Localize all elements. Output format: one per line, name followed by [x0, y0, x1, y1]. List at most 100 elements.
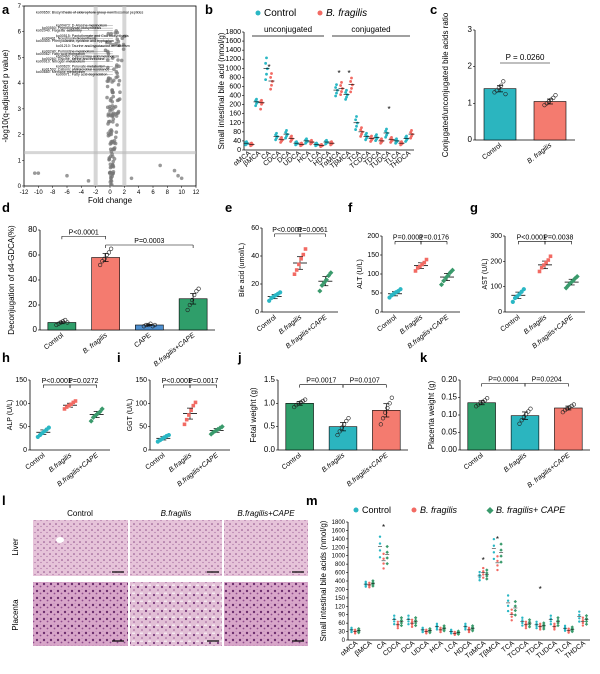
m-point — [464, 628, 467, 631]
a-point — [86, 179, 91, 183]
m-category-label: CA — [376, 640, 388, 652]
a-point — [113, 104, 118, 109]
a-point — [179, 176, 184, 181]
a-annotation: ko00400: Phenylalanine, tyrosine and try… — [36, 39, 114, 43]
a-point — [110, 104, 115, 108]
i-pvalue: P=0.0017 — [188, 378, 218, 385]
b-point-control — [264, 61, 268, 65]
m-ytick-label: 1200 — [332, 545, 346, 551]
b-legend-marker-control — [255, 10, 261, 16]
d-ytick-label: 80 — [28, 225, 37, 234]
m-point — [421, 626, 424, 630]
b-point-control — [265, 56, 268, 60]
a-point — [108, 98, 113, 103]
k-point — [485, 396, 490, 401]
h-point — [46, 425, 51, 430]
i-point — [184, 417, 189, 422]
j-pvalue: P=0.0107 — [350, 378, 380, 385]
m-point — [396, 622, 400, 626]
m-ytick-label: 60 — [338, 621, 345, 627]
m-point — [521, 624, 524, 627]
m-point — [407, 617, 410, 620]
d-point — [98, 262, 103, 268]
k-pvalue: P=0.0204 — [532, 377, 562, 384]
m-point — [407, 623, 410, 626]
a-point — [114, 69, 119, 74]
m-point — [553, 626, 556, 629]
m-point — [542, 627, 546, 631]
a-point — [111, 154, 115, 159]
m-point — [464, 622, 467, 626]
m-ylabel: Small intestinal bile acids (nmol/g) — [319, 520, 328, 641]
m-point — [496, 568, 499, 572]
m-point — [378, 549, 382, 552]
m-point — [542, 621, 546, 625]
g-point — [539, 265, 544, 270]
m-point — [378, 535, 382, 538]
a-annotation: ko02040: Flagellar assembly — [36, 29, 82, 33]
a-point — [172, 168, 177, 173]
d-category-label: Control — [43, 332, 65, 352]
c-bar — [533, 101, 567, 141]
a-ytick-label: 3 — [18, 107, 22, 113]
m-point — [385, 550, 389, 554]
b-point-bfrag — [380, 137, 383, 141]
b-ytick-label: 160 — [229, 111, 241, 118]
i-ytick-label: 100 — [135, 400, 147, 407]
g-pvalue: P=0.0038 — [543, 234, 573, 241]
m-ytick-label: 800 — [335, 562, 346, 568]
m-point — [482, 570, 485, 573]
d-ytick-label: 40 — [28, 275, 37, 284]
m-point — [499, 554, 503, 558]
a-xtick-label: 8 — [166, 190, 170, 196]
m-legend-marker — [353, 507, 359, 513]
m-point — [549, 614, 553, 617]
i-ylabel: GGT (U/L) — [127, 399, 134, 432]
b-point-bfrag — [360, 126, 363, 130]
b-point-bfrag — [270, 83, 273, 87]
j-category-label: Control — [281, 452, 303, 472]
e-point — [294, 268, 299, 272]
k-point — [569, 403, 574, 409]
m-point — [563, 627, 567, 631]
a-point — [110, 80, 114, 84]
b-point-bfrag — [269, 87, 273, 91]
histology-row-placenta: Placenta — [11, 599, 20, 631]
b-significance-star: * — [347, 69, 350, 78]
c-point — [501, 79, 506, 84]
g-pvalue: P<0.0001 — [517, 234, 547, 241]
f-point — [418, 264, 422, 269]
a-point — [106, 76, 111, 80]
m-point — [378, 556, 382, 559]
b-point-control — [354, 118, 358, 122]
k-category-label: B. fragilis+CAPE — [526, 452, 571, 490]
m-point — [578, 620, 581, 623]
j-point — [389, 395, 394, 400]
c-ytick-label: 2 — [468, 62, 473, 71]
b-point-bfrag — [270, 79, 274, 83]
a-point — [113, 141, 118, 146]
d-point — [100, 259, 105, 264]
m-point — [382, 552, 385, 556]
m-point — [506, 609, 510, 613]
c-ytick-label: 3 — [468, 25, 473, 34]
d-point — [141, 324, 146, 329]
histology-placenta-bfrag-cape — [224, 582, 308, 646]
a-point — [115, 74, 120, 79]
m-point — [513, 604, 518, 608]
b-point-bfrag — [300, 141, 303, 145]
d-point — [150, 324, 155, 329]
d-pvalue: P=0.0003 — [134, 238, 164, 245]
m-point — [578, 610, 581, 613]
a-ytick-label: 6 — [18, 30, 22, 36]
b-point-control — [385, 127, 388, 131]
a-ytick-label: 5 — [18, 55, 22, 61]
k-ylabel: Placenta weight (g) — [427, 380, 436, 449]
a-xtick-label: -4 — [79, 190, 85, 196]
e-category-label: Control — [256, 314, 278, 334]
m-point — [521, 621, 524, 625]
b-point-control — [345, 95, 348, 99]
b-point-bfrag — [270, 72, 273, 75]
a-point — [117, 78, 122, 83]
h-point — [64, 405, 69, 409]
